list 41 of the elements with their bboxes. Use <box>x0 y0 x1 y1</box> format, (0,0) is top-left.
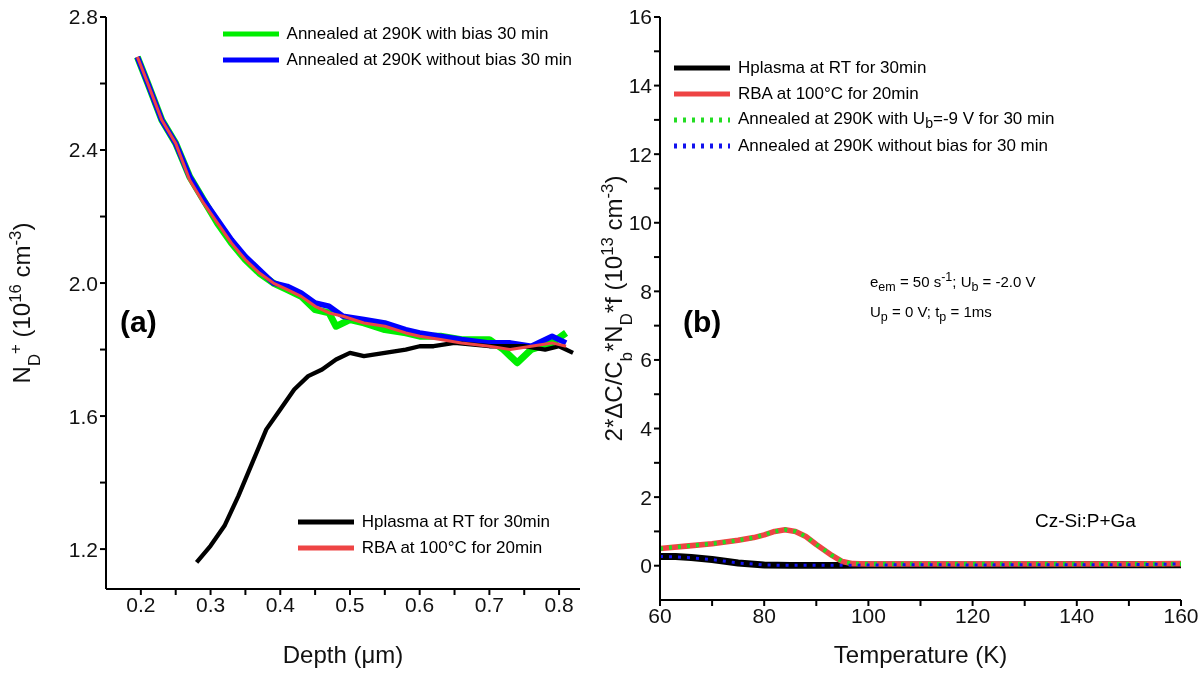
y-tick-label: 1.2 <box>68 537 98 561</box>
y-tick-label: 2 <box>640 485 652 509</box>
x-tick-label: 160 <box>1163 603 1199 627</box>
y-tick-label: 2.8 <box>68 5 98 29</box>
y-tick-label: 2.0 <box>68 271 98 295</box>
y-tick-label: 2.4 <box>68 138 99 162</box>
x-tick-label: 60 <box>648 603 672 627</box>
annotation: (a) <box>120 305 157 339</box>
x-tick-label: 0.7 <box>474 592 504 616</box>
x-tick-label: 0.5 <box>335 592 365 616</box>
annotation: (b) <box>683 305 722 339</box>
annotation: Cz-Si:P+Ga <box>1035 510 1136 532</box>
annotation: e$_{em}$ = 50 s$^{-1}$; U$_{b}$ = -2.0 V <box>870 270 1036 294</box>
legend-label: Annealed at 290K with U$_{b}$=-9 V for 30 min <box>738 108 1055 132</box>
y-tick-label: 14 <box>628 74 653 98</box>
x-tick-label: 0.4 <box>265 592 296 616</box>
legend-label: Hplasma at RT for 30min <box>361 512 550 532</box>
legend-label: Annealed at 290K with bias 30 min <box>286 24 549 44</box>
x-tick-label: 120 <box>955 603 991 627</box>
legend-label: Hplasma at RT for 30min <box>738 58 927 78</box>
legend-label: Annealed at 290K without bias 30 min <box>286 50 572 70</box>
x-tick-label: 80 <box>752 603 776 627</box>
x-tick-label: 0.6 <box>405 592 435 616</box>
x-tick-label: 0.3 <box>195 592 226 616</box>
y-tick-label: 16 <box>628 5 652 29</box>
x-tick-label: 0.2 <box>126 592 156 616</box>
x-tick-label: 0.8 <box>544 592 574 616</box>
x-axis-title: Temperature (K) <box>833 641 1008 668</box>
y-tick-label: 4 <box>640 416 653 440</box>
x-axis-title: Depth (μm) <box>282 641 404 668</box>
x-tick-label: 140 <box>1059 603 1095 627</box>
y-tick-label: 0 <box>640 554 652 578</box>
y-tick-label: 6 <box>640 348 652 372</box>
annotation: U$_{p}$ = 0 V; t$_{p}$ = 1ms <box>870 303 992 324</box>
legend-label: RBA at 100°C for 20min <box>361 538 543 558</box>
y-tick-label: 12 <box>628 142 652 166</box>
x-tick-label: 100 <box>850 603 886 627</box>
y-tick-label: 8 <box>640 279 652 303</box>
legend-label: Annealed at 290K without bias for 30 min <box>738 136 1048 156</box>
y-tick-label: 1.6 <box>68 404 98 428</box>
legend-label: RBA at 100°C for 20min <box>738 84 919 104</box>
